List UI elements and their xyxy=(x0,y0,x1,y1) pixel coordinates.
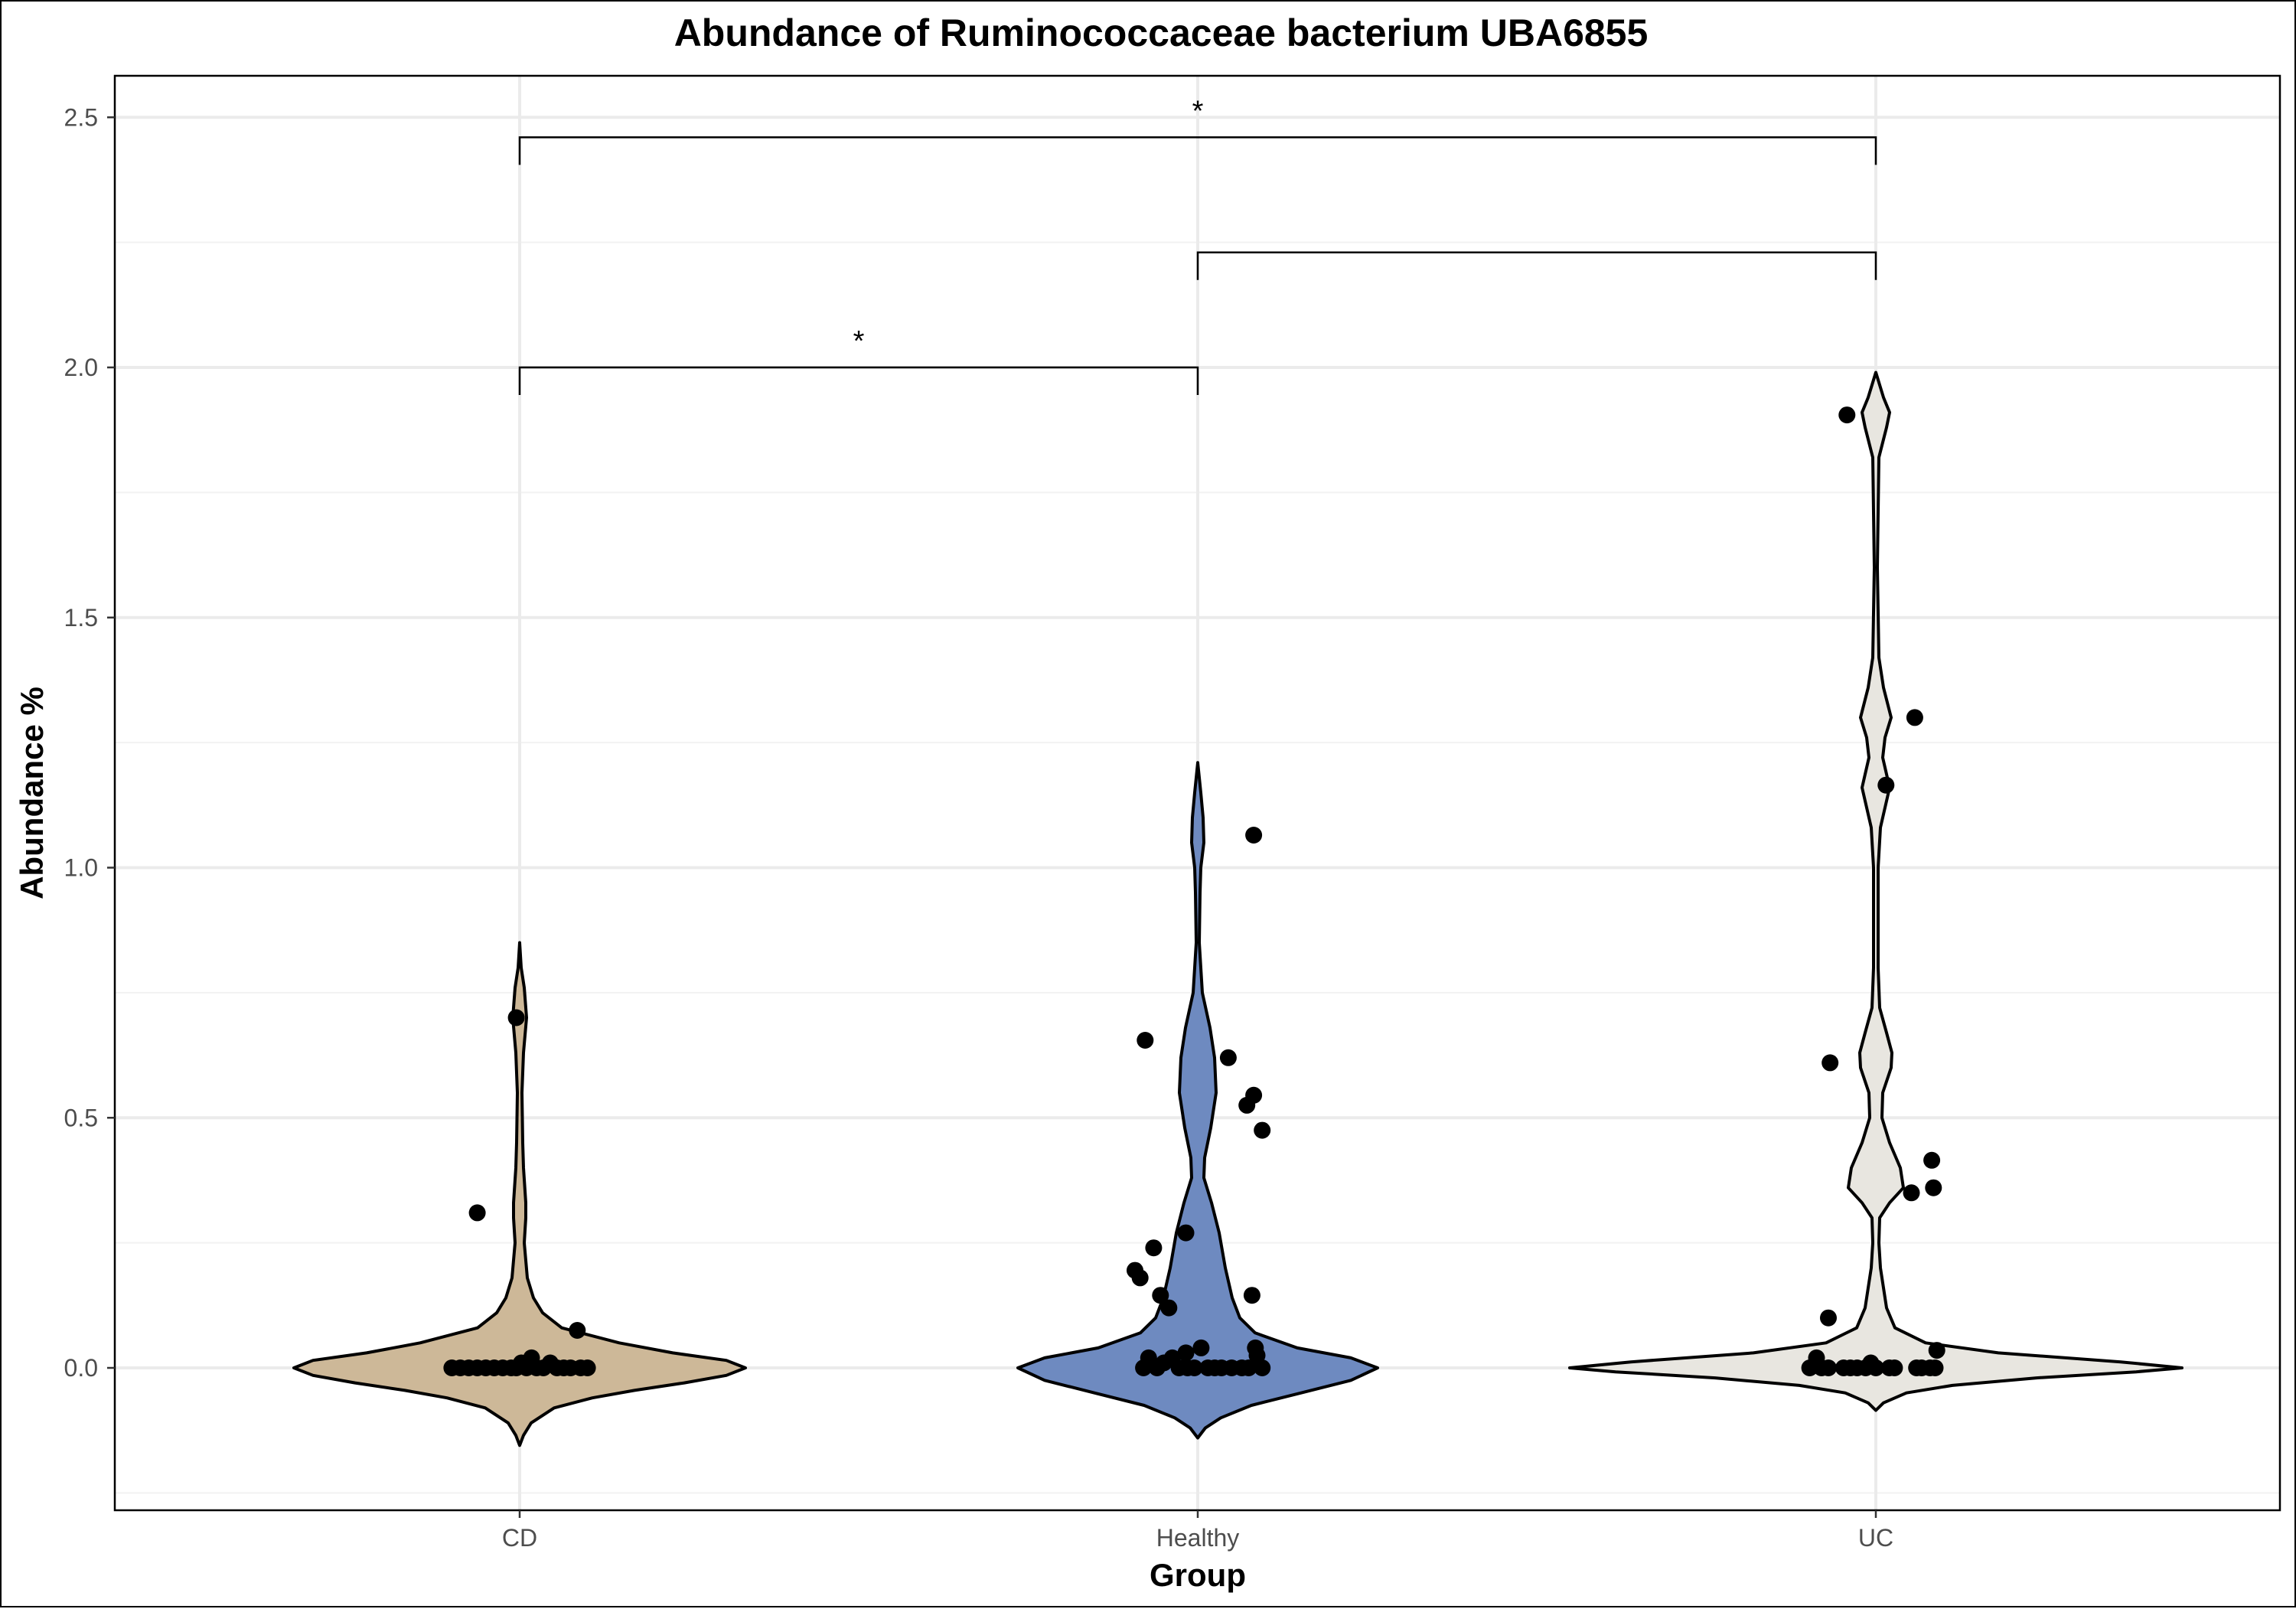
data-point-healthy xyxy=(1254,1121,1271,1139)
y-tick-label: 0.5 xyxy=(64,1104,98,1131)
data-points xyxy=(443,406,1945,1376)
data-point-healthy xyxy=(1243,1287,1261,1304)
significance-label: * xyxy=(853,325,865,357)
data-point-uc xyxy=(1928,1342,1945,1359)
data-point-uc xyxy=(1820,1309,1837,1327)
data-point-healthy xyxy=(1245,827,1263,844)
y-tick-label: 1.5 xyxy=(64,604,98,632)
y-tick-label: 2.0 xyxy=(64,354,98,381)
y-axis-title: Abundance % xyxy=(14,687,50,899)
data-point-healthy xyxy=(1245,1086,1263,1104)
y-tick-label: 1.0 xyxy=(64,854,98,882)
y-tick-label: 2.5 xyxy=(64,103,98,131)
chart-title: Abundance of Ruminococcaceae bacterium U… xyxy=(674,11,1649,54)
x-tick-label: UC xyxy=(1858,1524,1893,1552)
data-point-uc xyxy=(1886,1359,1903,1376)
data-point-cd xyxy=(579,1359,596,1376)
violin-cd xyxy=(292,941,747,1447)
violin-healthy xyxy=(1016,761,1379,1440)
data-point-healthy xyxy=(1186,1359,1203,1376)
data-point-uc xyxy=(1867,1359,1884,1376)
data-point-uc xyxy=(1903,1184,1920,1202)
data-point-healthy xyxy=(1248,1346,1266,1364)
data-point-uc xyxy=(1906,709,1923,726)
data-point-healthy xyxy=(1240,1359,1257,1376)
data-point-uc xyxy=(1926,1359,1944,1376)
x-axis-ticks: CD Healthy UC xyxy=(502,1510,1893,1552)
data-point-uc xyxy=(1821,1054,1839,1072)
data-point-uc xyxy=(1838,406,1856,424)
data-point-uc xyxy=(1925,1179,1942,1196)
data-point-uc xyxy=(1877,776,1895,794)
data-point-healthy xyxy=(1192,1339,1210,1356)
data-point-healthy xyxy=(1152,1287,1169,1304)
data-point-healthy xyxy=(1219,1049,1237,1066)
significance-bracket xyxy=(518,136,1877,165)
y-axis-ticks: 0.0 0.5 1.0 1.5 2.0 2.5 xyxy=(64,103,115,1382)
data-point-healthy xyxy=(1145,1239,1163,1257)
significance-brackets: ** xyxy=(518,95,1877,395)
y-tick-label: 0.0 xyxy=(64,1354,98,1382)
data-point-healthy xyxy=(1177,1224,1195,1242)
violin-uc xyxy=(1568,370,2183,1412)
data-point-uc xyxy=(1923,1151,1941,1169)
data-point-cd xyxy=(507,1009,525,1026)
x-tick-label: Healthy xyxy=(1156,1524,1240,1552)
data-point-healthy xyxy=(1137,1032,1154,1049)
significance-label: * xyxy=(1192,95,1204,127)
significance-bracket xyxy=(518,366,1199,395)
violins xyxy=(292,370,2183,1447)
data-point-cd xyxy=(569,1322,586,1339)
data-point-uc xyxy=(1820,1359,1837,1376)
data-point-healthy xyxy=(1177,1344,1195,1362)
data-point-cd xyxy=(468,1204,486,1222)
x-axis-title: Group xyxy=(1150,1557,1246,1593)
data-point-healthy xyxy=(1131,1269,1149,1287)
data-point-healthy xyxy=(1160,1299,1178,1317)
significance-bracket xyxy=(1196,251,1877,280)
x-tick-label: CD xyxy=(502,1524,537,1552)
